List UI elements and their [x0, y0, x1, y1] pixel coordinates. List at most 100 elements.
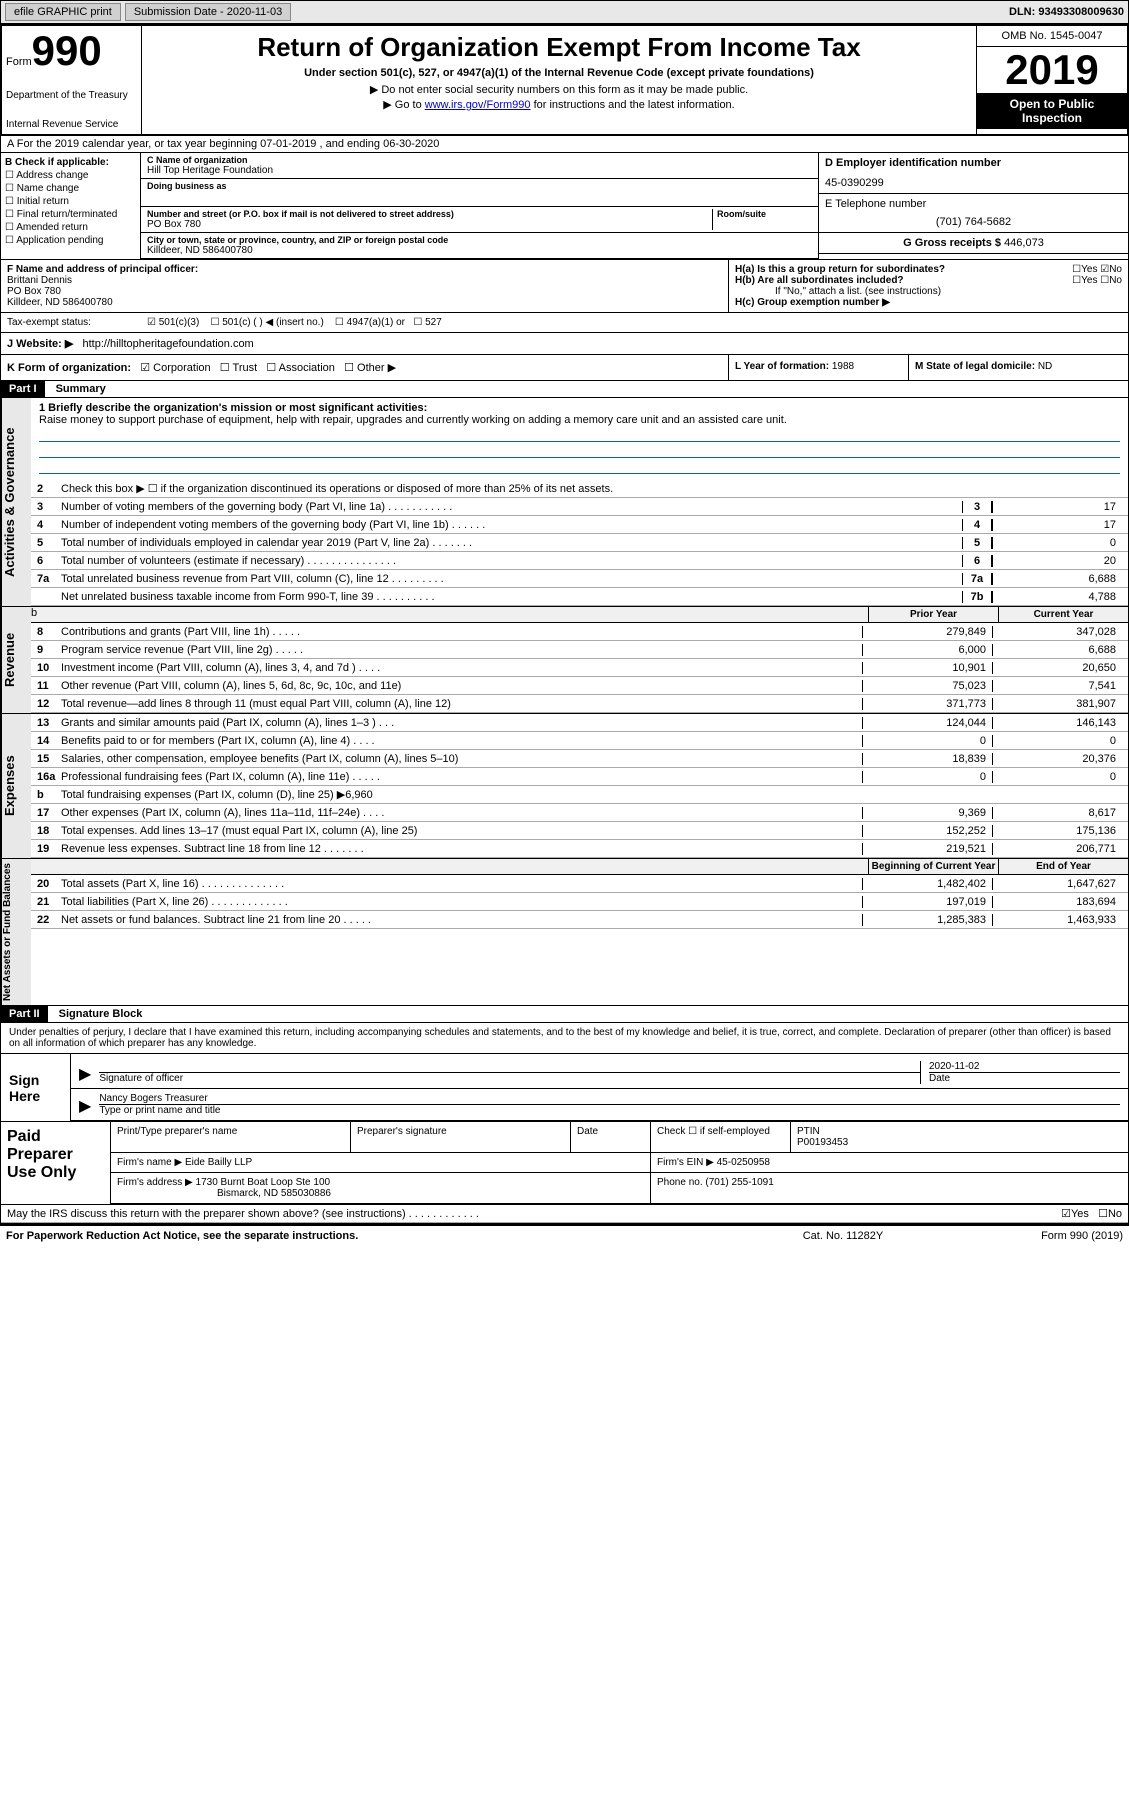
- line-4: 4Number of independent voting members of…: [31, 516, 1128, 534]
- website-row: J Website: ▶ http://hilltopheritagefound…: [0, 333, 1129, 355]
- row-klm: K Form of organization: ☑ Corporation ☐ …: [0, 355, 1129, 381]
- line-13: 13Grants and similar amounts paid (Part …: [31, 714, 1128, 732]
- irs-link[interactable]: www.irs.gov/Form990: [425, 99, 531, 111]
- irs-label: Internal Revenue Service: [6, 119, 137, 130]
- line-3: 3Number of voting members of the governi…: [31, 498, 1128, 516]
- state-domicile: M State of legal domicile: ND: [908, 355, 1128, 380]
- sig-name-line: ▶ Nancy Bogers TreasurerType or print na…: [71, 1089, 1128, 1121]
- vert-expenses: Expenses: [1, 714, 31, 858]
- row-f-h: F Name and address of principal officer:…: [0, 260, 1129, 313]
- paid-row-1: Print/Type preparer's name Preparer's si…: [111, 1122, 1128, 1153]
- street-address: PO Box 780: [147, 219, 712, 230]
- vert-activities: Activities & Governance: [1, 398, 31, 606]
- vert-revenue: Revenue: [1, 607, 31, 713]
- dln: DLN: 93493308009630: [1009, 6, 1124, 18]
- org-name: Hill Top Heritage Foundation: [147, 165, 812, 176]
- revenue-section: Revenue b Prior Year Current Year 8Contr…: [0, 607, 1129, 714]
- line-17: 17Other expenses (Part IX, column (A), l…: [31, 804, 1128, 822]
- omb-number: OMB No. 1545-0047: [977, 26, 1127, 47]
- part1-title: Summary: [56, 383, 106, 395]
- address-cell: Number and street (or P.O. box if mail i…: [141, 207, 818, 233]
- year-formation: L Year of formation: 1988: [728, 355, 908, 380]
- paid-row-3: Firm's address ▶ 1730 Burnt Boat Loop St…: [111, 1173, 1128, 1204]
- phone-cell: E Telephone number (701) 764-5682: [819, 194, 1128, 233]
- mission-block: 1 Briefly describe the organization's mi…: [31, 398, 1128, 480]
- note-ssn: ▶ Do not enter social security numbers o…: [148, 83, 970, 96]
- mission-text: Raise money to support purchase of equip…: [39, 414, 1120, 426]
- line-12: 12Total revenue—add lines 8 through 11 (…: [31, 695, 1128, 713]
- form-number: 990: [32, 27, 102, 74]
- vert-net-assets: Net Assets or Fund Balances: [1, 859, 31, 1005]
- line-21: 21Total liabilities (Part X, line 26) . …: [31, 893, 1128, 911]
- net-assets-section: Net Assets or Fund Balances Beginning of…: [0, 859, 1129, 1006]
- tax-status-row: Tax-exempt status: ☑ 501(c)(3) ☐ 501(c) …: [0, 313, 1129, 333]
- dept-treasury: Department of the Treasury: [6, 90, 137, 101]
- line-15: 15Salaries, other compensation, employee…: [31, 750, 1128, 768]
- cb-app-pending[interactable]: ☐ Application pending: [5, 235, 136, 246]
- paid-prep-label: Paid Preparer Use Only: [1, 1122, 111, 1204]
- activities-governance: Activities & Governance 1 Briefly descri…: [0, 398, 1129, 607]
- line-9: 9Program service revenue (Part VIII, lin…: [31, 641, 1128, 659]
- header-middle: Return of Organization Exempt From Incom…: [142, 26, 977, 134]
- ein-value: 45-0390299: [825, 177, 1122, 189]
- tax-year: 2019: [977, 47, 1127, 93]
- rev-col-headers: b Prior Year Current Year: [31, 607, 1128, 623]
- form-label: Form: [6, 56, 32, 68]
- sub-date-btn[interactable]: Submission Date - 2020-11-03: [125, 3, 291, 21]
- end-year-header: End of Year: [998, 859, 1128, 874]
- dba-cell: Doing business as: [141, 179, 818, 207]
- cb-amended[interactable]: ☐ Amended return: [5, 222, 136, 233]
- line-8: 8Contributions and grants (Part VIII, li…: [31, 623, 1128, 641]
- cb-final-return[interactable]: ☐ Final return/terminated: [5, 209, 136, 220]
- phone-value: (701) 764-5682: [825, 216, 1122, 228]
- paperwork-notice: For Paperwork Reduction Act Notice, see …: [6, 1230, 743, 1242]
- begin-year-header: Beginning of Current Year: [868, 859, 998, 874]
- line-x: Net unrelated business taxable income fr…: [31, 588, 1128, 606]
- line-2: 2Check this box ▶ ☐ if the organization …: [31, 480, 1128, 498]
- col-c-org-info: C Name of organization Hill Top Heritage…: [141, 153, 818, 259]
- note-goto: ▶ Go to www.irs.gov/Form990 for instruct…: [148, 98, 970, 111]
- gross-receipts: 446,073: [1004, 237, 1044, 249]
- cb-name-change[interactable]: ☐ Name change: [5, 183, 136, 194]
- line-7a: 7aTotal unrelated business revenue from …: [31, 570, 1128, 588]
- website-url[interactable]: http://hilltopheritagefoundation.com: [83, 338, 254, 350]
- paid-preparer: Paid Preparer Use Only Print/Type prepar…: [1, 1121, 1128, 1204]
- line-19: 19Revenue less expenses. Subtract line 1…: [31, 840, 1128, 858]
- group-return: H(a) Is this a group return for subordin…: [728, 260, 1128, 312]
- signature-block: Under penalties of perjury, I declare th…: [0, 1023, 1129, 1224]
- line-10: 10Investment income (Part VIII, column (…: [31, 659, 1128, 677]
- line-18: 18Total expenses. Add lines 13–17 (must …: [31, 822, 1128, 840]
- main-info-grid: B Check if applicable: ☐ Address change …: [0, 153, 1129, 260]
- principal-officer: F Name and address of principal officer:…: [1, 260, 728, 312]
- part2-title: Signature Block: [59, 1008, 143, 1020]
- row-a-tax-year: A For the 2019 calendar year, or tax yea…: [0, 136, 1129, 153]
- expenses-section: Expenses 13Grants and similar amounts pa…: [0, 714, 1129, 859]
- form-title: Return of Organization Exempt From Incom…: [148, 32, 970, 63]
- prior-year-header: Prior Year: [868, 607, 998, 622]
- form-header: Form990 Department of the Treasury Inter…: [0, 24, 1129, 136]
- tax-status-label: Tax-exempt status:: [7, 317, 147, 328]
- efile-btn[interactable]: efile GRAPHIC print: [5, 3, 121, 21]
- cat-no: Cat. No. 11282Y: [743, 1230, 943, 1242]
- col-b-header: B Check if applicable:: [5, 157, 136, 168]
- discuss-row: May the IRS discuss this return with the…: [1, 1204, 1128, 1223]
- cb-address-change[interactable]: ☐ Address change: [5, 170, 136, 181]
- line-14: 14Benefits paid to or for members (Part …: [31, 732, 1128, 750]
- sig-officer-line: ▶ Signature of officer 2020-11-02Date: [71, 1054, 1128, 1089]
- header-right: OMB No. 1545-0047 2019 Open to Public In…: [977, 26, 1127, 134]
- line-20: 20Total assets (Part X, line 16) . . . .…: [31, 875, 1128, 893]
- part2-header: Part II Signature Block: [0, 1006, 1129, 1023]
- city-state-zip: Killdeer, ND 586400780: [147, 245, 812, 256]
- gross-receipts-cell: G Gross receipts $ 446,073: [819, 233, 1128, 254]
- line-11: 11Other revenue (Part VIII, column (A), …: [31, 677, 1128, 695]
- cb-initial-return[interactable]: ☐ Initial return: [5, 196, 136, 207]
- open-public: Open to Public Inspection: [977, 93, 1127, 129]
- line-b: bTotal fundraising expenses (Part IX, co…: [31, 786, 1128, 804]
- net-col-headers: Beginning of Current Year End of Year: [31, 859, 1128, 875]
- current-year-header: Current Year: [998, 607, 1128, 622]
- form-org-type: K Form of organization: ☑ Corporation ☐ …: [1, 355, 728, 380]
- top-bar: efile GRAPHIC print Submission Date - 20…: [0, 0, 1129, 24]
- penalty-text: Under penalties of perjury, I declare th…: [1, 1023, 1128, 1054]
- ein-cell: D Employer identification number 45-0390…: [819, 153, 1128, 194]
- city-cell: City or town, state or province, country…: [141, 233, 818, 259]
